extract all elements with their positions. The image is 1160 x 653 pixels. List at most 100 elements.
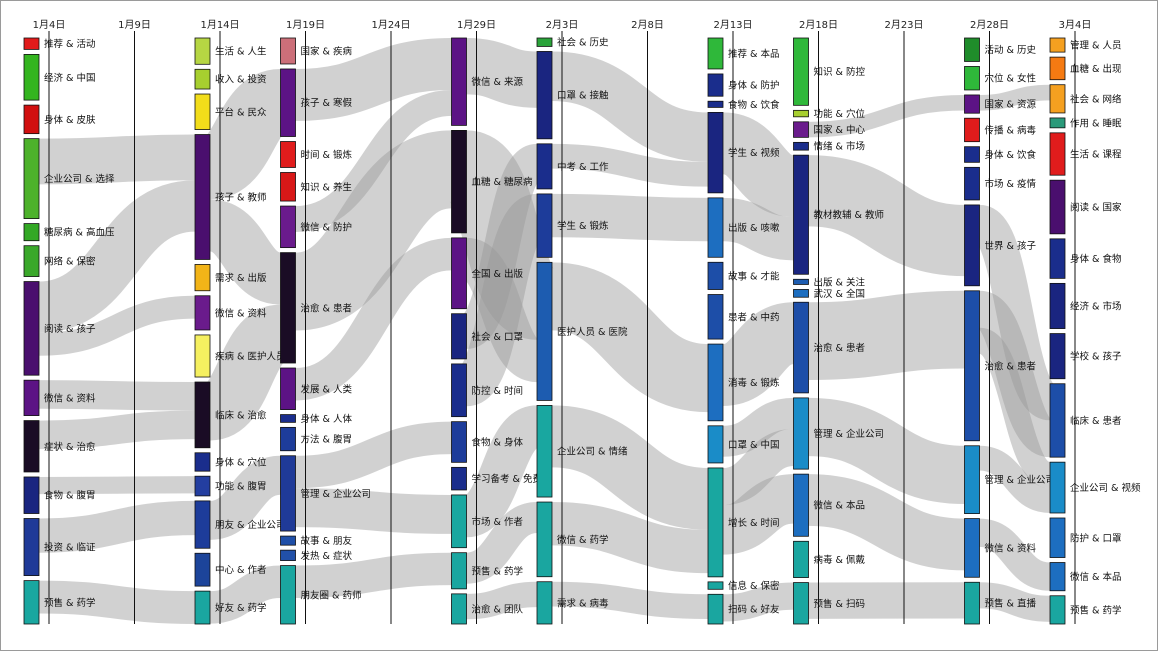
topic-node[interactable]	[280, 426, 296, 452]
topic-node[interactable]	[23, 518, 40, 577]
topic-node[interactable]	[707, 294, 724, 340]
topic-node[interactable]	[1049, 132, 1066, 176]
topic-node[interactable]	[1049, 37, 1066, 53]
topic-node[interactable]	[280, 367, 296, 410]
topic-node[interactable]	[451, 130, 467, 234]
topic-node[interactable]	[707, 112, 724, 194]
topic-node[interactable]	[451, 363, 467, 418]
topic-node[interactable]	[707, 581, 724, 590]
topic-node[interactable]	[280, 37, 296, 65]
topic-node[interactable]	[1049, 238, 1066, 279]
topic-node[interactable]	[194, 134, 211, 260]
topic-node[interactable]	[280, 455, 296, 532]
topic-node[interactable]	[280, 141, 296, 168]
topic-node[interactable]	[1049, 333, 1066, 380]
topic-node[interactable]	[451, 494, 467, 549]
topic-node[interactable]	[793, 289, 809, 298]
topic-node[interactable]	[707, 197, 724, 258]
topic-node[interactable]	[964, 146, 980, 163]
topic-node[interactable]	[194, 475, 211, 497]
topic-node[interactable]	[451, 421, 467, 463]
topic-node[interactable]	[280, 252, 296, 364]
topic-node[interactable]	[1049, 595, 1066, 625]
topic-node[interactable]	[194, 37, 211, 65]
topic-node[interactable]	[964, 37, 980, 62]
topic-node[interactable]	[194, 93, 211, 130]
topic-node[interactable]	[451, 237, 467, 310]
topic-node[interactable]	[793, 109, 809, 118]
topic-node[interactable]	[451, 37, 467, 126]
topic-node[interactable]	[194, 295, 211, 331]
topic-node[interactable]	[793, 278, 809, 285]
topic-node[interactable]	[964, 94, 980, 114]
topic-node[interactable]	[707, 100, 724, 108]
topic-node[interactable]	[23, 104, 40, 135]
topic-node[interactable]	[23, 54, 40, 101]
topic-node[interactable]	[1049, 179, 1066, 235]
topic-node[interactable]	[23, 37, 40, 50]
topic-node[interactable]	[964, 204, 980, 287]
topic-node[interactable]	[1049, 56, 1066, 81]
topic-node[interactable]	[793, 154, 809, 275]
topic-node[interactable]	[1049, 282, 1066, 329]
topic-node[interactable]	[536, 37, 553, 47]
topic-node[interactable]	[1049, 84, 1066, 114]
topic-node[interactable]	[964, 581, 980, 625]
topic-node[interactable]	[793, 582, 809, 625]
topic-node[interactable]	[451, 466, 467, 491]
topic-node[interactable]	[793, 397, 809, 470]
topic-node[interactable]	[707, 343, 724, 422]
topic-node[interactable]	[23, 138, 40, 219]
topic-node[interactable]	[707, 73, 724, 97]
topic-node[interactable]	[280, 172, 296, 202]
topic-node[interactable]	[23, 281, 40, 376]
topic-node[interactable]	[194, 381, 211, 449]
topic-node[interactable]	[536, 51, 553, 140]
topic-node[interactable]	[23, 580, 40, 625]
topic-node[interactable]	[536, 193, 553, 258]
topic-node[interactable]	[793, 301, 809, 394]
topic-node[interactable]	[707, 467, 724, 578]
topic-node[interactable]	[536, 581, 553, 625]
topic-node[interactable]	[194, 68, 211, 90]
topic-node[interactable]	[1049, 562, 1066, 592]
topic-node[interactable]	[964, 445, 980, 514]
topic-node[interactable]	[1049, 383, 1066, 458]
topic-node[interactable]	[451, 552, 467, 590]
topic-node[interactable]	[707, 37, 724, 70]
topic-node[interactable]	[280, 205, 296, 249]
topic-node[interactable]	[964, 166, 980, 201]
topic-node[interactable]	[280, 549, 296, 561]
topic-node[interactable]	[964, 66, 980, 91]
topic-node[interactable]	[194, 590, 211, 625]
topic-node[interactable]	[451, 593, 467, 625]
topic-node[interactable]	[1049, 117, 1066, 129]
topic-node[interactable]	[1049, 517, 1066, 558]
topic-node[interactable]	[280, 535, 296, 546]
topic-node[interactable]	[793, 473, 809, 537]
topic-node[interactable]	[194, 500, 211, 549]
topic-node[interactable]	[280, 414, 296, 423]
topic-node[interactable]	[964, 518, 980, 578]
topic-node[interactable]	[23, 476, 40, 514]
topic-node[interactable]	[194, 334, 211, 378]
topic-node[interactable]	[964, 117, 980, 143]
topic-node[interactable]	[793, 540, 809, 578]
topic-node[interactable]	[536, 501, 553, 578]
topic-node[interactable]	[194, 264, 211, 292]
topic-node[interactable]	[194, 452, 211, 472]
topic-node[interactable]	[536, 261, 553, 401]
topic-node[interactable]	[707, 425, 724, 464]
topic-node[interactable]	[793, 37, 809, 106]
topic-node[interactable]	[1049, 461, 1066, 514]
topic-node[interactable]	[536, 143, 553, 190]
topic-node[interactable]	[793, 141, 809, 151]
topic-node[interactable]	[707, 593, 724, 625]
topic-node[interactable]	[280, 68, 296, 137]
topic-node[interactable]	[23, 223, 40, 242]
topic-node[interactable]	[793, 121, 809, 138]
topic-node[interactable]	[536, 405, 553, 498]
topic-node[interactable]	[23, 379, 40, 416]
topic-node[interactable]	[23, 420, 40, 473]
topic-node[interactable]	[280, 565, 296, 625]
